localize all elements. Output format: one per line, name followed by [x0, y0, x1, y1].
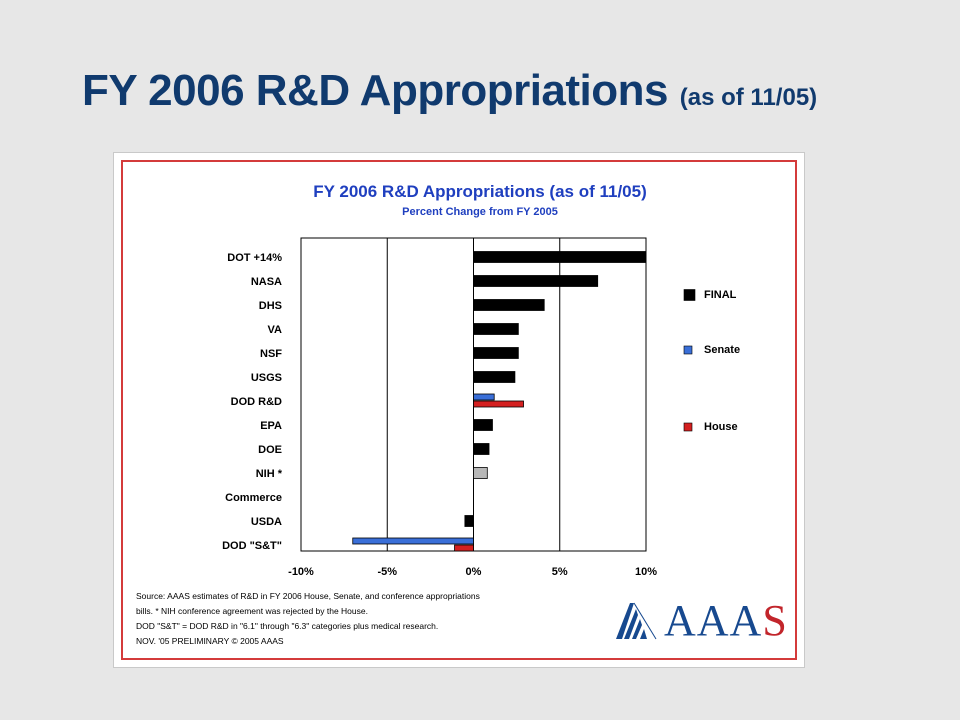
source-note: DOD "S&T" = DOD R&D in "6.1" through "6.…	[136, 621, 438, 631]
x-tick-label: -5%	[377, 566, 397, 578]
source-note: Source: AAAS estimates of R&D in FY 2006…	[136, 591, 480, 601]
bar-house	[454, 544, 474, 552]
x-tick-label: 0%	[466, 566, 482, 578]
category-label: DOD "S&T"	[222, 540, 282, 552]
slide-title-main: FY 2006 R&D Appropriations	[82, 66, 669, 115]
legend-label-senate: Senate	[704, 344, 740, 356]
chart-subtitle: Percent Change from FY 2005	[402, 206, 558, 218]
bar-final	[473, 443, 490, 455]
bar-final	[473, 323, 519, 335]
category-label: NSF	[260, 348, 282, 360]
slide-title-note: (as of 11/05)	[679, 84, 818, 111]
bar-house	[473, 400, 524, 408]
legend-label-house: House	[704, 421, 738, 433]
bar-senate	[473, 393, 495, 401]
category-label: VA	[268, 324, 283, 336]
bar-final	[473, 467, 488, 479]
source-note: NOV. '05 PRELIMINARY © 2005 AAAS	[136, 636, 284, 646]
aaas-mark-icon	[616, 602, 657, 640]
category-label: USGS	[251, 372, 282, 384]
category-label: DHS	[259, 300, 282, 312]
chart-border	[121, 160, 797, 660]
bar-final	[473, 275, 599, 287]
legend-swatch-final	[683, 289, 696, 301]
category-label: USDA	[251, 516, 282, 528]
bar-chart: FY 2006 R&D Appropriations (as of 11/05)…	[136, 182, 740, 646]
bar-final	[473, 251, 647, 263]
legend-label-final: FINAL	[704, 289, 737, 301]
source-note: bills. * NIH conference agreement was re…	[136, 606, 368, 616]
aaas-logo-text: AAAS	[664, 596, 788, 645]
legend-swatch-senate	[683, 345, 693, 355]
chart-title: FY 2006 R&D Appropriations (as of 11/05)	[313, 182, 646, 201]
category-label: NASA	[251, 276, 282, 288]
aaas-logo: AAAS	[614, 599, 788, 643]
chart-frame: FY 2006 R&D Appropriations (as of 11/05)…	[113, 152, 805, 668]
slide-title: FY 2006 R&D Appropriations (as of 11/05)	[82, 66, 817, 116]
x-tick-label: 10%	[635, 566, 657, 578]
legend-swatch-house	[683, 422, 693, 432]
category-label: DOT +14%	[227, 252, 282, 264]
category-label: EPA	[260, 420, 282, 432]
bar-final	[473, 299, 545, 311]
category-label: DOD R&D	[231, 396, 282, 408]
bar-final	[473, 419, 493, 431]
category-label: Commerce	[225, 492, 282, 504]
category-label: NIH *	[256, 468, 283, 480]
bar-final	[473, 371, 516, 383]
x-tick-label: 5%	[552, 566, 568, 578]
category-label: DOE	[258, 444, 282, 456]
bar-final	[464, 515, 474, 527]
bar-senate	[352, 537, 474, 545]
bar-final	[473, 347, 519, 359]
x-tick-label: -10%	[288, 566, 314, 578]
